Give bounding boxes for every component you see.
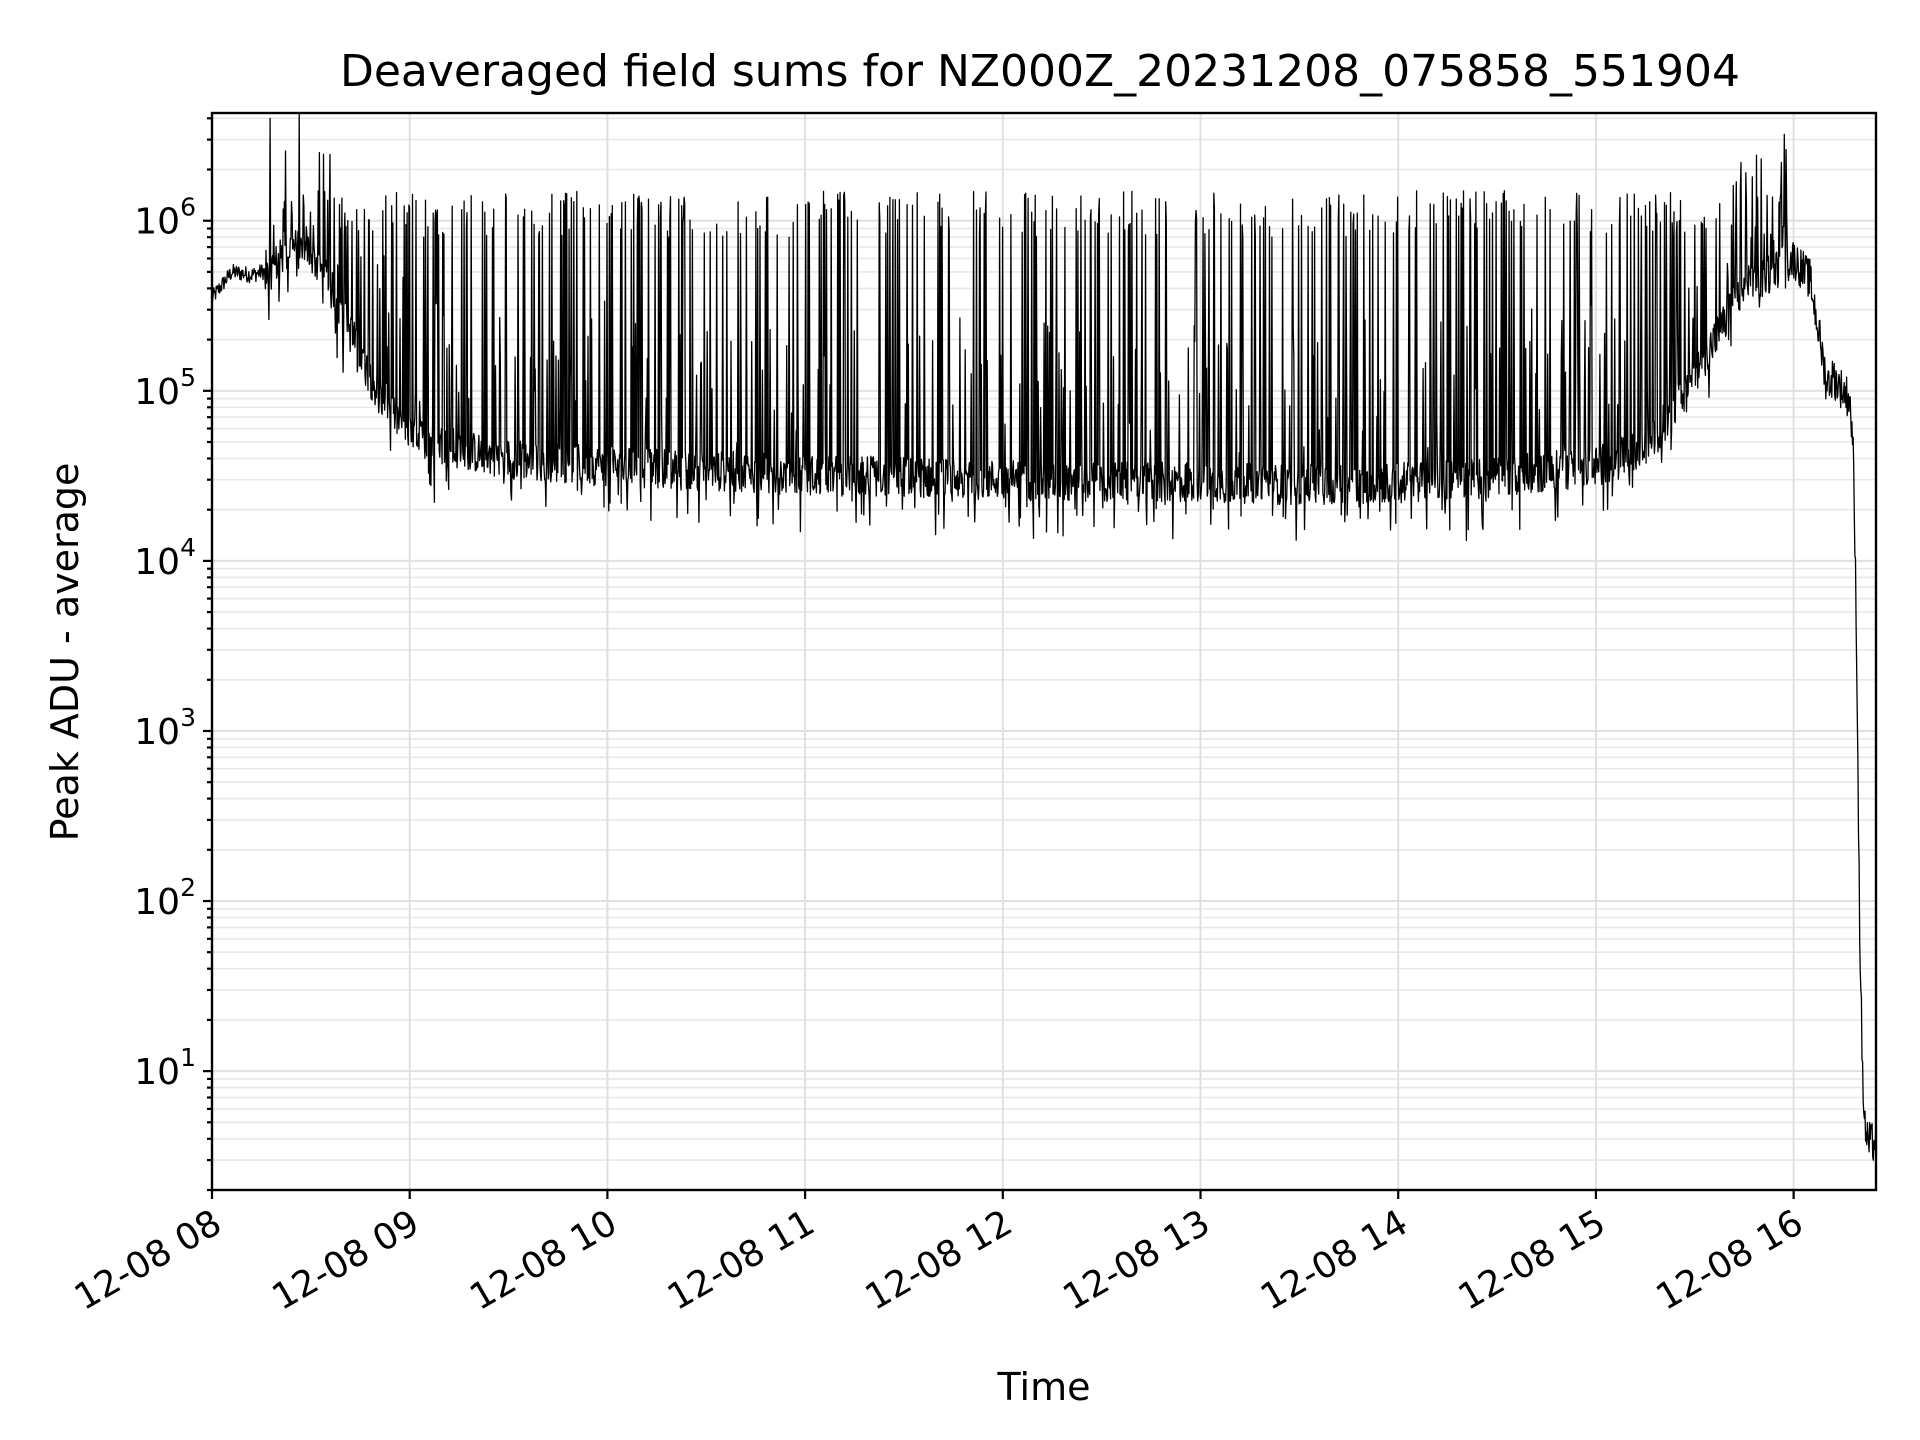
x-tick-label: 12-08 14 [1254, 1202, 1415, 1318]
y-axis: 101 102 103 104 105 106 [134, 117, 212, 1192]
x-axis-label: Time [997, 1365, 1091, 1409]
y-tick-label: 101 [134, 1043, 196, 1093]
x-tick-label: 12-08 08 [68, 1202, 229, 1318]
y-tick-label: 104 [134, 533, 196, 583]
x-tick-label: 12-08 16 [1649, 1202, 1810, 1318]
y-tick-label: 105 [134, 363, 196, 413]
x-tick-label: 12-08 13 [1056, 1202, 1217, 1318]
x-tick-label: 12-08 10 [463, 1202, 624, 1318]
y-tick-label: 103 [134, 703, 196, 753]
y-axis-label: Peak ADU - average [43, 463, 87, 842]
x-axis: 12-08 08 12-08 09 12-08 10 12-08 11 12-08 12… [68, 1190, 1810, 1319]
y-tick-label: 106 [134, 193, 196, 243]
x-tick-label: 12-08 11 [661, 1202, 822, 1318]
x-tick-label: 12-08 09 [266, 1202, 427, 1318]
x-tick-label: 12-08 15 [1452, 1202, 1613, 1318]
y-tick-label: 102 [134, 873, 196, 923]
series-layer [211, 112, 1877, 1161]
chart-title: Deaveraged field sums for NZ000Z_2023120… [340, 46, 1740, 97]
x-tick-label: 12-08 12 [859, 1202, 1020, 1318]
series-line [211, 112, 1877, 1161]
plot-area-frame [210, 111, 1878, 1192]
